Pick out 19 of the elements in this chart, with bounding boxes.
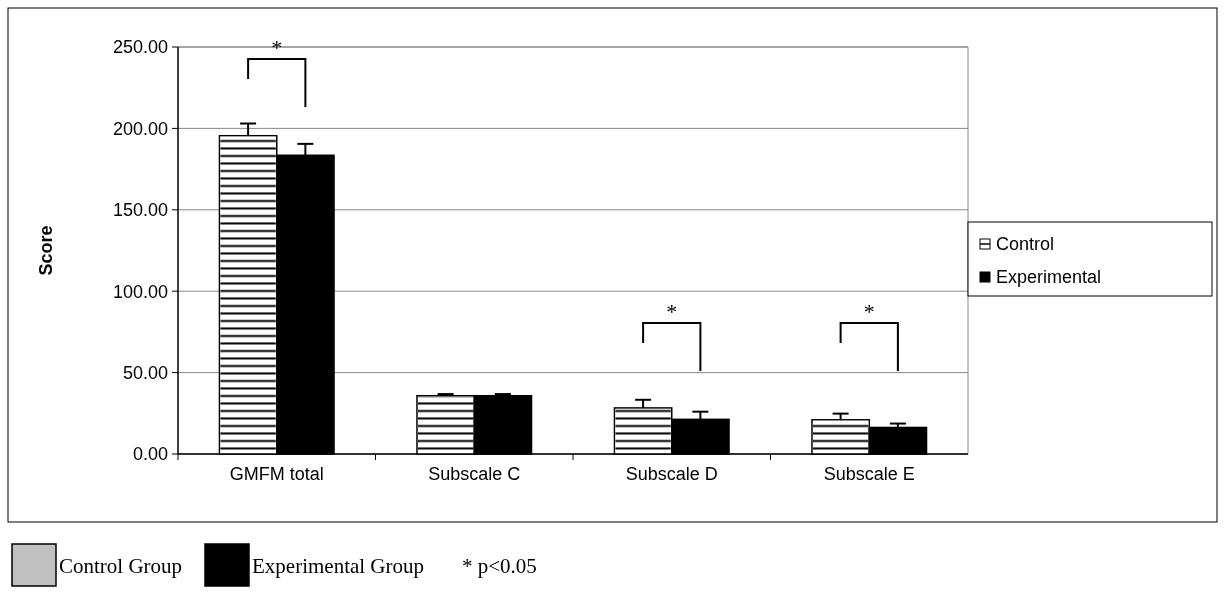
annotation: * [863, 299, 875, 324]
y-tick-label: 100.00 [112, 281, 168, 302]
legend-label: Control [996, 234, 1055, 255]
text: * p<0.05 [462, 554, 537, 579]
x-tick-label: GMFM total [229, 464, 324, 484]
x-tick-label: Subscale E [823, 464, 915, 484]
y-tick-label: 250.00 [112, 37, 168, 58]
annotation: * [271, 35, 283, 60]
x-tick-label: Subscale D [625, 464, 718, 484]
y-tick-label: 0.00 [132, 444, 168, 465]
y-tick-label: 200.00 [112, 118, 168, 139]
annotation: * [666, 299, 678, 324]
text: Control Group [59, 554, 183, 579]
x-tick-label: Subscale C [428, 464, 521, 484]
y-tick-label: 150.00 [112, 200, 168, 221]
y-axis-title: Score [36, 225, 56, 276]
y-tick-label: 50.00 [122, 362, 168, 383]
text: Experimental Group [252, 554, 425, 579]
legend-label: Experimental [996, 267, 1102, 288]
